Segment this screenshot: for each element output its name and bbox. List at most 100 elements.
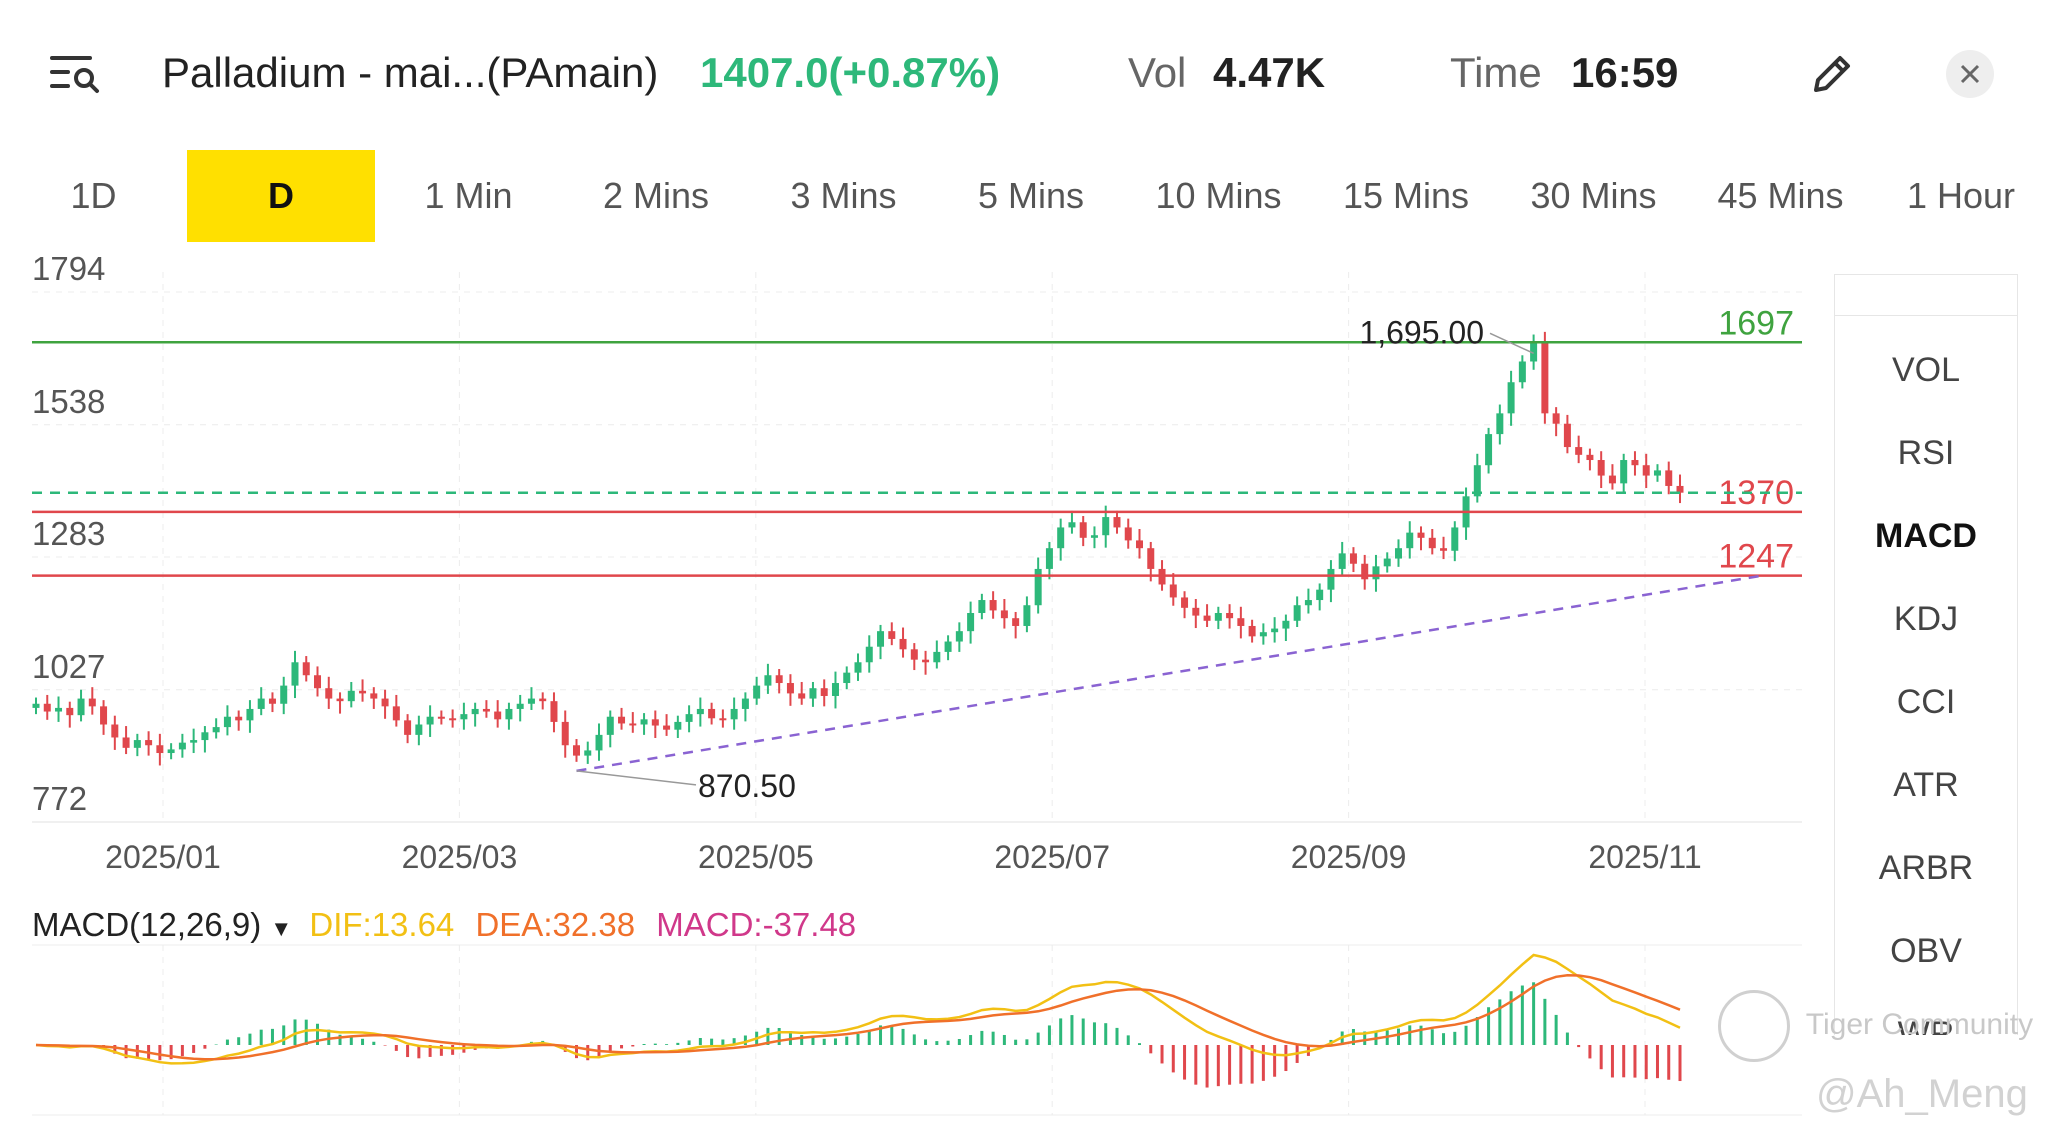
- candle-body: [1349, 553, 1357, 564]
- candle-body: [651, 719, 659, 726]
- y-tick-label: 1027: [32, 648, 105, 685]
- candle-body: [235, 716, 243, 721]
- tab-30-mins[interactable]: 30 Mins: [1530, 175, 1657, 216]
- candle-body: [1237, 618, 1245, 626]
- candle-body: [730, 708, 738, 720]
- candle-body: [190, 740, 198, 743]
- candle-body: [865, 646, 873, 663]
- candle-body: [899, 638, 907, 650]
- edit-pencil-icon[interactable]: [1808, 50, 1856, 98]
- dea-line: [35, 974, 1681, 1061]
- tab-d[interactable]: D: [187, 150, 375, 242]
- candle-body: [1304, 600, 1312, 606]
- candles: [32, 331, 1684, 766]
- candle-body: [336, 698, 344, 702]
- candle-body: [922, 659, 930, 663]
- instrument-name[interactable]: Palladium - mai...(PAmain): [162, 49, 659, 96]
- tab-10-mins[interactable]: 10 Mins: [1155, 175, 1282, 216]
- candle-body: [1147, 548, 1155, 569]
- candle-body: [1034, 568, 1042, 606]
- close-button[interactable]: [1946, 50, 1994, 98]
- candle-body: [145, 740, 153, 746]
- tab-2-mins[interactable]: 2 Mins: [602, 175, 710, 216]
- candle-body: [1169, 584, 1177, 598]
- trend-line: [576, 574, 1763, 773]
- macd-legend[interactable]: MACD(12,26,9) ▼ DIF:13.64 DEA:32.38 MACD…: [32, 906, 856, 944]
- watermark-user: @Ah_Meng: [1816, 1072, 2028, 1116]
- time-value: 16:59: [1571, 49, 1679, 96]
- candle-body: [1068, 522, 1076, 528]
- candle-body: [43, 703, 51, 712]
- indicator-obv[interactable]: OBV: [1890, 932, 1962, 970]
- candle-body: [505, 708, 513, 720]
- y-tick-label: 772: [32, 780, 87, 817]
- x-tick-label: 2025/09: [1291, 839, 1407, 875]
- indicator-vol[interactable]: VOL: [1891, 351, 1961, 389]
- tab-3-mins[interactable]: 3 Mins: [790, 175, 897, 216]
- candle-body: [708, 708, 716, 719]
- indicator-cci[interactable]: CCI: [1896, 683, 1956, 721]
- menu-search-icon[interactable]: [48, 52, 100, 96]
- chevron-down-icon: ▼: [270, 916, 293, 941]
- candle-body: [1563, 423, 1571, 448]
- indicator-wr[interactable]: WR: [1897, 1015, 1955, 1035]
- candle-body: [347, 690, 355, 702]
- candle-body: [674, 721, 682, 730]
- tab-15-mins[interactable]: 15 Mins: [1342, 175, 1470, 216]
- candle-body: [741, 698, 749, 709]
- candle-body: [944, 641, 952, 652]
- candle-body: [696, 708, 704, 715]
- candle-body: [437, 716, 445, 719]
- candle-body: [719, 718, 727, 721]
- indicator-arbr[interactable]: ARBR: [1878, 849, 1974, 887]
- candle-body: [392, 706, 400, 721]
- candle-body: [426, 716, 434, 725]
- price-level-label: 1247: [1718, 538, 1794, 576]
- tab-5-mins[interactable]: 5 Mins: [977, 175, 1085, 216]
- tab-45-mins[interactable]: 45 Mins: [1717, 175, 1844, 216]
- candle-body: [1552, 413, 1560, 424]
- candle-body: [111, 724, 119, 738]
- candle-body: [201, 732, 209, 741]
- candle-body: [268, 698, 276, 704]
- candle-body: [1124, 527, 1132, 541]
- candle-body: [1203, 615, 1211, 621]
- x-tick-label: 2025/11: [1588, 839, 1701, 875]
- candle-body: [539, 698, 547, 702]
- tab-1-hour[interactable]: 1 Hour: [1906, 175, 2016, 216]
- x-tick-label: 2025/07: [994, 839, 1110, 875]
- candle-body: [482, 708, 490, 712]
- candle-body: [280, 685, 288, 704]
- candle-body: [527, 698, 535, 704]
- time-label: Time: [1450, 49, 1542, 96]
- candle-body: [595, 734, 603, 751]
- tab-1d[interactable]: 1D: [70, 175, 117, 216]
- indicator-kdj[interactable]: KDJ: [1893, 600, 1959, 638]
- candle-body: [550, 701, 558, 722]
- candle-body: [1316, 589, 1324, 601]
- candle-body: [302, 662, 310, 676]
- candle-body: [1473, 465, 1481, 497]
- candle-body: [809, 688, 817, 699]
- tab-1-min[interactable]: 1 Min: [424, 175, 513, 216]
- candle-body: [618, 716, 626, 724]
- candle-body: [888, 631, 896, 639]
- candle-body: [1428, 537, 1436, 549]
- candle-body: [663, 725, 671, 730]
- candle-body: [381, 698, 389, 707]
- candle-body: [764, 675, 772, 686]
- indicator-atr[interactable]: ATR: [1893, 766, 1959, 804]
- indicator-rsi[interactable]: RSI: [1897, 434, 1955, 472]
- candle-body: [572, 745, 580, 756]
- indicator-macd[interactable]: MACD: [1875, 517, 1977, 555]
- axis-labels: 1794 1538 1283 1027 772 2025/01 2025/03 2025/05…: [32, 250, 1702, 875]
- candle-body: [1394, 548, 1402, 559]
- candle-body: [1102, 517, 1110, 536]
- candle-body: [1575, 447, 1583, 455]
- annotation-high: 1,695.00: [1359, 314, 1484, 350]
- candle-body: [325, 688, 333, 699]
- watermark-community: Tiger Community: [1718, 990, 2033, 1062]
- candle-body: [955, 631, 963, 642]
